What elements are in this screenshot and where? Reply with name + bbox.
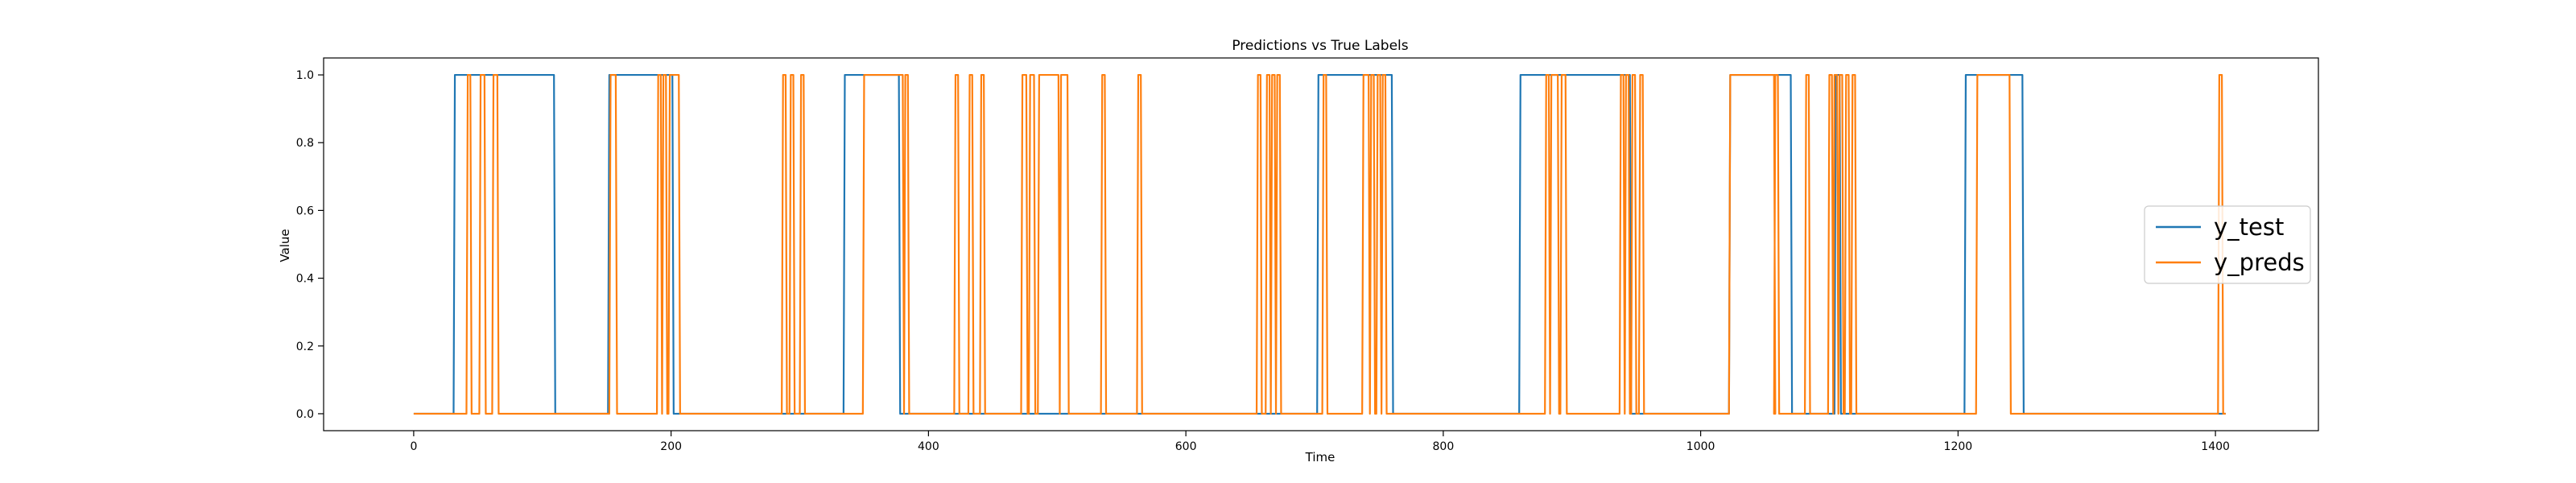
x-tick-label: 0	[410, 440, 417, 453]
y-tick-label: 0.0	[296, 408, 314, 421]
y-tick-label: 1.0	[296, 69, 314, 82]
legend-label: y_preds	[2214, 249, 2305, 276]
legend-label: y_test	[2214, 213, 2284, 241]
x-axis: 0 200 400 600 800 1000 1200 1400	[410, 431, 2230, 453]
plot-area	[323, 57, 2319, 431]
x-axis-label: Time	[1305, 450, 1335, 464]
legend-box	[2144, 205, 2311, 284]
y-axis-label: Value	[278, 229, 292, 262]
x-tick-label: 400	[918, 440, 939, 453]
legend: y_test y_preds	[2144, 205, 2311, 284]
x-tick-label: 800	[1433, 440, 1455, 453]
x-tick-label: 1200	[1944, 440, 1973, 453]
plot-frame	[323, 57, 2319, 431]
x-tick-label: 200	[660, 440, 682, 453]
series-layer	[413, 73, 2226, 415]
x-tick-label: 600	[1175, 440, 1197, 453]
y-tick-label: 0.2	[296, 341, 314, 353]
y-tick-label: 0.4	[296, 273, 314, 286]
chart-title: Predictions vs True Labels	[1232, 38, 1408, 54]
series-line-y_preds	[413, 73, 2226, 415]
x-tick-label: 1000	[1686, 440, 1715, 453]
y-tick-label: 0.6	[296, 204, 314, 217]
y-axis: 0.0 0.2 0.4 0.6 0.8 1.0	[296, 69, 324, 421]
x-tick-label: 1400	[2201, 440, 2230, 453]
y-tick-label: 0.8	[296, 137, 314, 150]
